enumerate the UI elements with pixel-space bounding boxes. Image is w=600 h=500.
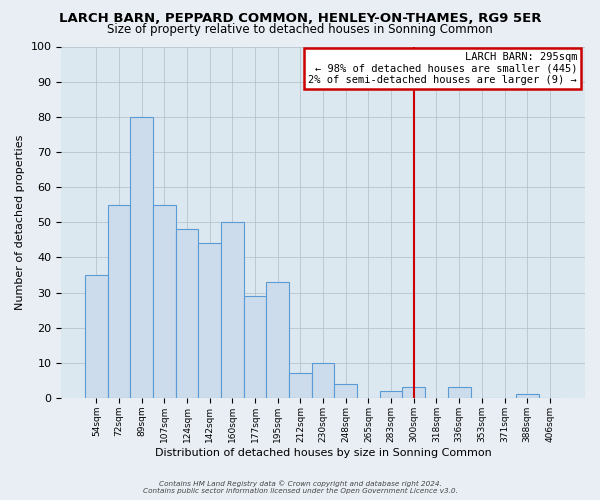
- Text: Contains HM Land Registry data © Crown copyright and database right 2024.
Contai: Contains HM Land Registry data © Crown c…: [143, 480, 457, 494]
- Bar: [448, 388, 470, 398]
- Text: Size of property relative to detached houses in Sonning Common: Size of property relative to detached ho…: [107, 22, 493, 36]
- Bar: [403, 388, 425, 398]
- Bar: [176, 229, 199, 398]
- Bar: [244, 296, 266, 398]
- Bar: [516, 394, 539, 398]
- Bar: [289, 374, 312, 398]
- Text: LARCH BARN, PEPPARD COMMON, HENLEY-ON-THAMES, RG9 5ER: LARCH BARN, PEPPARD COMMON, HENLEY-ON-TH…: [59, 12, 541, 26]
- Bar: [130, 117, 153, 398]
- Y-axis label: Number of detached properties: Number of detached properties: [15, 134, 25, 310]
- Bar: [221, 222, 244, 398]
- Text: LARCH BARN: 295sqm
← 98% of detached houses are smaller (445)
2% of semi-detache: LARCH BARN: 295sqm ← 98% of detached hou…: [308, 52, 577, 85]
- Bar: [312, 363, 334, 398]
- Bar: [380, 391, 403, 398]
- Bar: [334, 384, 357, 398]
- Bar: [153, 204, 176, 398]
- Bar: [199, 244, 221, 398]
- X-axis label: Distribution of detached houses by size in Sonning Common: Distribution of detached houses by size …: [155, 448, 491, 458]
- Bar: [108, 204, 130, 398]
- Bar: [266, 282, 289, 398]
- Bar: [85, 275, 108, 398]
